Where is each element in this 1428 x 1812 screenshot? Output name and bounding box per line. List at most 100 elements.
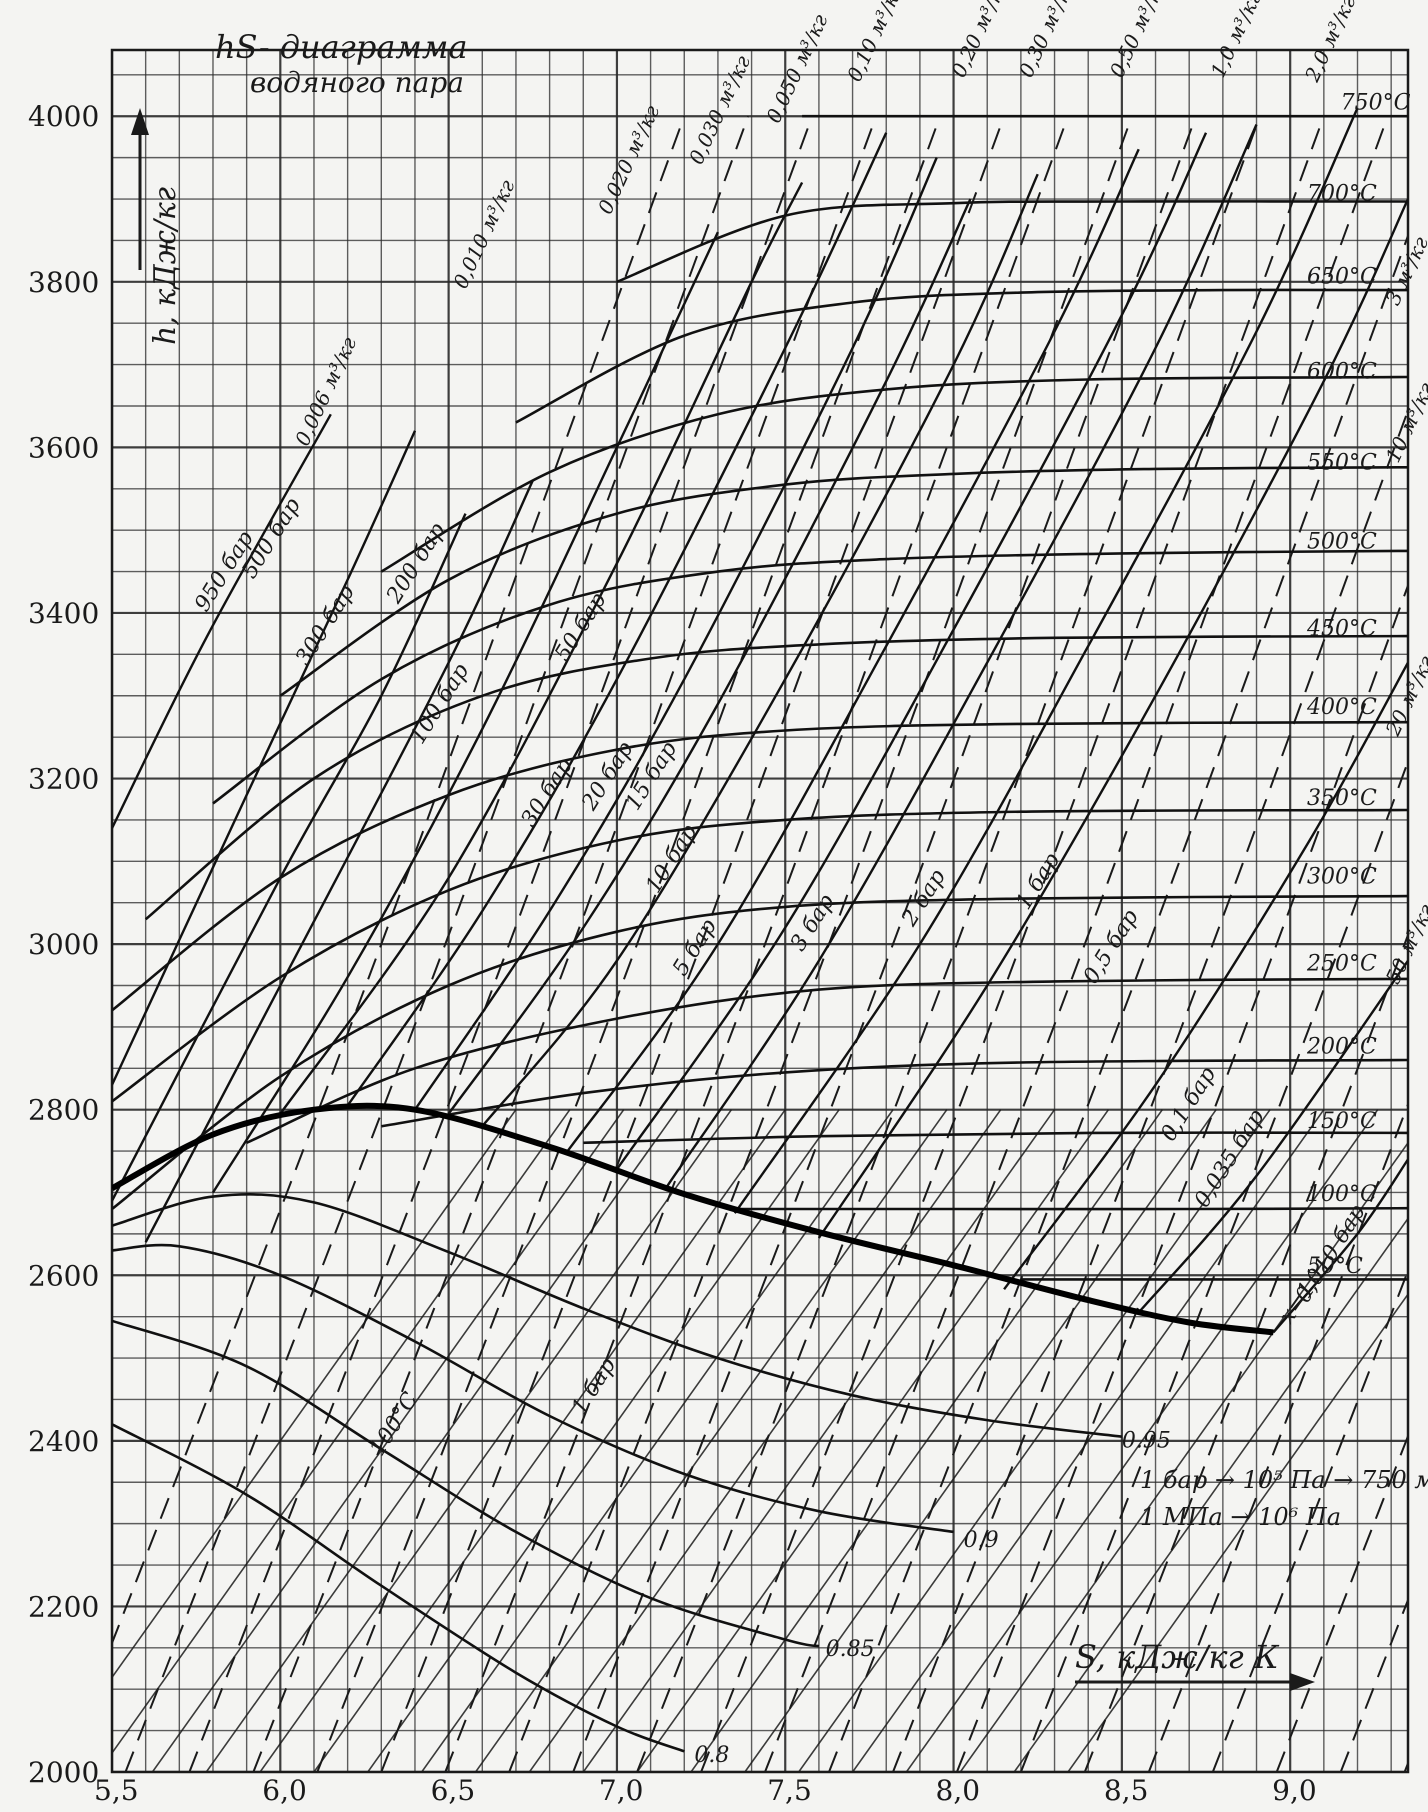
wet-region-isobar [313,1109,786,1772]
isochore-line [444,115,1069,1772]
isotherm-label: 550°C [1307,451,1377,476]
y-tick-label: 3400 [28,597,99,630]
isotherm-line [112,720,1408,1012]
y-axis-arrow-head [131,108,149,135]
isochore-line [636,115,1261,1772]
wet-region-isobar [528,1109,1002,1772]
isotherm-label: 300°C [1307,865,1377,890]
isotherm-label: 150°C [1307,1109,1377,1134]
wet-region-isobar [1067,1292,1408,1772]
wet-region-isobar [1013,1217,1408,1772]
x-tick-label: 8,5 [1104,1774,1149,1807]
isotherm-label: 750°C [1341,91,1411,116]
wet-region-isobar [582,1109,1056,1772]
isotherm-label: 50°C [1307,1254,1363,1279]
isochore-line [892,407,1408,1772]
isotherm-label: 100°C [1307,1182,1377,1207]
isobar-lines [112,107,1408,1334]
x-tick-label: 6,0 [262,1774,307,1807]
isotherm-label: 250°C [1306,952,1377,977]
y-tick-label: 4000 [28,100,99,133]
isotherm-line [381,1058,1408,1128]
isochore-line [1275,1433,1408,1772]
isobar-line [112,430,417,1086]
y-tick-label: 2000 [28,1756,99,1789]
isobar-label: 5 бар [668,915,722,981]
isobar-line [565,148,1140,1154]
isochore-label: 0,050 м³/кг [761,10,832,126]
isochore-line [316,115,942,1772]
x-tick-label: 8,0 [936,1774,981,1807]
dryness-label: 0.8 [694,1743,729,1768]
saturation-curve [112,1102,1274,1336]
isotherm-line [583,1131,1408,1145]
isobar-line [733,107,1359,1214]
isochore-line [112,115,686,1646]
isochore-label: 0,50 м³/кг [1105,0,1171,81]
x-axis-ticks: 5,5 6,0 6,5 7,0 7,5 8,0 8,5 9,0 [94,1774,1317,1807]
wet-region-isobar [259,1109,733,1772]
isobar-line [1272,1158,1408,1334]
isochore-label: 0,10 м³/кг [842,0,908,85]
isochore-line [1211,1268,1408,1772]
note-mpa: 1 МПа → 10⁶ Па [1140,1503,1341,1531]
isochore-line [1147,1101,1408,1772]
isotherm-line [112,894,1408,1211]
y-tick-label: 2400 [28,1425,99,1458]
isobar-label: 1 бар [1012,849,1066,915]
isochore-line [764,115,1389,1772]
x-axis-arrow-head [1290,1673,1315,1691]
wet-region-isobar [851,1109,1325,1772]
isotherm-line [515,288,1408,424]
isotherm-line [380,375,1408,573]
isochore-line [1083,932,1408,1772]
isotherm-lines [112,114,1408,1281]
isobar-label: 100 бар [406,659,475,748]
isotherm-label: 600°C [1307,360,1377,385]
y-tick-label: 3800 [28,266,99,299]
x-axis-label: S, кДж/кг К [1075,1638,1280,1676]
isochore-line [572,115,1197,1772]
isotherm-label: 500°C [1307,529,1377,554]
isochore-line [188,115,814,1772]
wet-region-isobar [905,1109,1379,1772]
x-tick-label: 6,5 [431,1774,476,1807]
isotherm-label: 350°C [1307,786,1377,811]
wet-region-isobar [798,1109,1271,1772]
dryness-label: 0.85 [826,1637,875,1662]
y-tick-label: 2600 [28,1259,99,1292]
isochore-label: 0,006 м³/кг [290,333,361,449]
isobar-line [211,231,719,1194]
isochore-label: 0,20 м³/кг [946,0,1012,81]
dryness-line [112,1319,820,1648]
isotherm-line [734,1206,1408,1211]
y-tick-label: 2800 [28,1094,99,1127]
chart-title-line1: hS- диаграмма [215,28,468,66]
isotherm-label: 650°C [1307,264,1377,289]
wet-region-isobar [151,1109,625,1772]
x-tick-label: 7,0 [599,1774,644,1807]
isochore-line [955,582,1408,1772]
wet-region-isobar [744,1109,1217,1772]
isobar-label: 1 бар [567,1354,621,1420]
isobar-line [414,157,938,1111]
isobar-line [447,198,972,1115]
isobar-line [481,173,1039,1128]
isobar-label: 0,035 бар [1190,1105,1270,1212]
isotherm-label: 700°C [1307,182,1377,207]
y-axis-ticks: 2000 2200 2400 2600 2800 3000 3200 3400 3600 3800… [28,100,99,1789]
saturation-line [112,1102,1274,1336]
wet-region-isobar [112,1109,571,1755]
isobar-line [666,124,1258,1187]
isobar-line [279,181,804,1115]
isotherm-label: 450°C [1306,616,1377,641]
isochore-lines [112,115,1408,1772]
dryness-line [112,1193,1123,1438]
isotherm-line [212,549,1408,805]
wet-region-isobar [690,1109,1163,1772]
isobar-label: 3 бар [786,890,840,956]
isotherm-line [144,634,1408,921]
isobar-label: 2 бар [897,865,951,931]
y-tick-label: 3000 [28,928,99,961]
